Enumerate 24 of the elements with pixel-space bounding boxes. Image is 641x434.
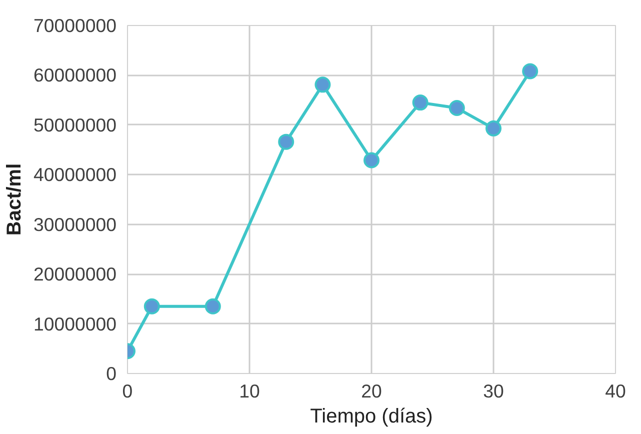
x-tick-label: 30	[483, 380, 504, 402]
x-tick-label: 10	[239, 380, 260, 402]
y-tick-label: 60000000	[33, 64, 117, 86]
point	[314, 76, 331, 93]
y-tick-label: 50000000	[33, 114, 117, 136]
y-tick-label: 40000000	[33, 164, 117, 186]
y-tick-label: 10000000	[33, 313, 117, 334]
x-tick-label: 20	[361, 380, 382, 402]
point	[522, 63, 538, 80]
point	[486, 120, 502, 136]
y-tick-label: 20000000	[33, 264, 117, 285]
y-tick-label: 30000000	[33, 214, 117, 235]
y-tick-label: 0	[106, 363, 117, 384]
point	[448, 100, 465, 116]
y-tick-label: 70000000	[33, 15, 117, 36]
x-axis-title: Tiempo (días)	[310, 406, 433, 428]
point	[278, 134, 294, 150]
point	[144, 298, 160, 314]
y-axis-title: Bact/ml	[3, 163, 26, 236]
point	[204, 298, 221, 314]
x-tick-label: 0	[122, 380, 133, 402]
point	[412, 94, 428, 111]
point	[364, 152, 380, 168]
x-tick-label: 40	[605, 380, 626, 402]
